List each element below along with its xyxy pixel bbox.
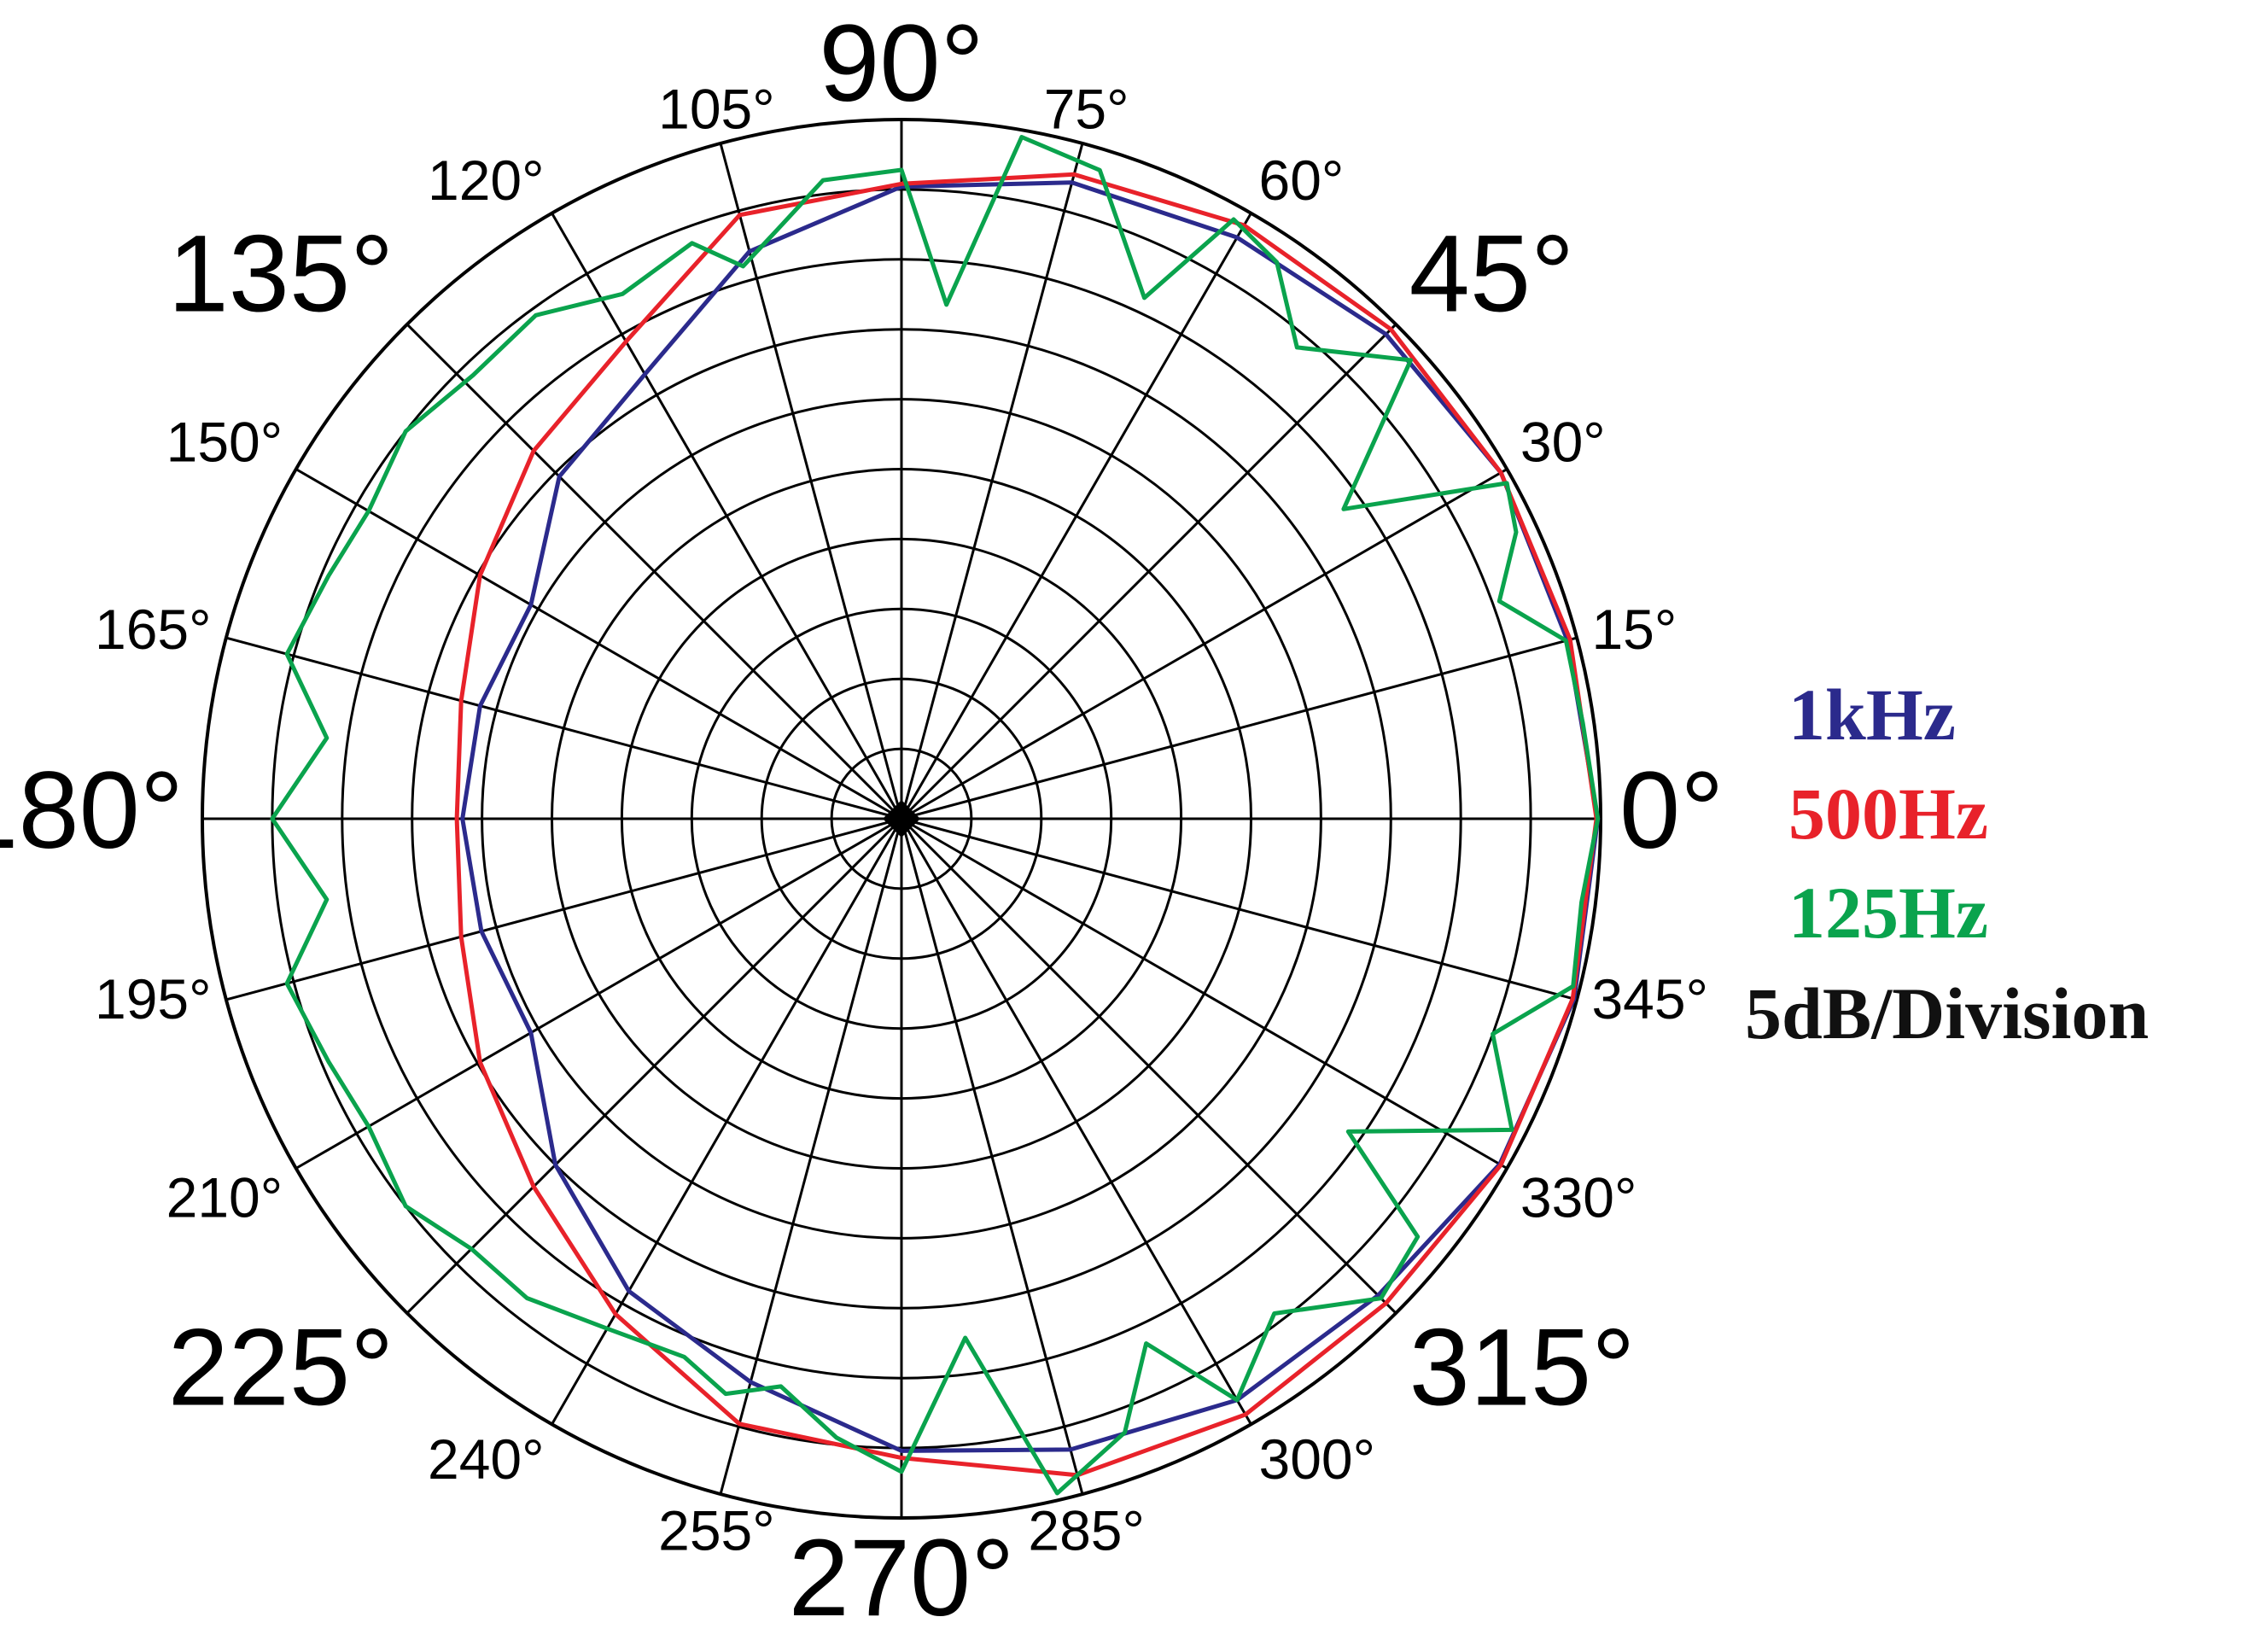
angle-label: 255° xyxy=(658,1498,775,1562)
angle-label: 330° xyxy=(1520,1166,1637,1229)
angle-label: 345° xyxy=(1591,967,1708,1030)
angle-label: 180° xyxy=(0,750,184,872)
angle-label: 120° xyxy=(428,149,545,212)
grid-spoke xyxy=(900,818,1252,1426)
series-line xyxy=(270,135,1601,1496)
angle-label: 315° xyxy=(1409,1307,1636,1429)
grid-spoke xyxy=(901,817,1508,1170)
angle-label: 285° xyxy=(1028,1498,1145,1562)
grid-spoke xyxy=(225,817,902,1001)
angle-label: 75° xyxy=(1044,78,1129,141)
angle-label: 195° xyxy=(95,967,212,1030)
grid-spoke xyxy=(551,818,903,1426)
grid-spoke xyxy=(900,818,1084,1495)
legend-entry: 500Hz xyxy=(1788,773,1988,855)
grid-spoke xyxy=(900,143,1084,820)
angle-label: 300° xyxy=(1259,1427,1376,1491)
angle-label: 90° xyxy=(819,3,984,125)
grid-spoke xyxy=(719,143,903,820)
grid xyxy=(201,118,1602,1520)
angle-label: 15° xyxy=(1591,598,1677,661)
grid-spoke xyxy=(295,468,902,820)
angle-label: 105° xyxy=(658,78,775,141)
grid-spoke xyxy=(901,468,1508,820)
angle-label: 135° xyxy=(168,213,394,335)
angle-label: 45° xyxy=(1409,213,1575,335)
grid-spoke xyxy=(900,323,1397,820)
angle-label: 30° xyxy=(1520,411,1606,474)
grid-spoke xyxy=(405,817,903,1315)
legend: 1kHz 500Hz 125Hz xyxy=(1788,674,1988,954)
series-line xyxy=(460,180,1601,1453)
center-marker xyxy=(883,800,920,838)
grid-spoke xyxy=(900,212,1252,820)
grid-spoke xyxy=(405,323,903,820)
grid-spoke xyxy=(900,817,1397,1315)
legend-entry: 125Hz xyxy=(1788,872,1988,954)
angle-labels: 0° 15° 30° 45° 60° 75° 90° 105° 120° 135° 150° 165°… xyxy=(0,3,1724,1639)
grid-spoke xyxy=(295,817,902,1170)
angle-label: 210° xyxy=(166,1166,283,1229)
angle-label: 225° xyxy=(168,1307,394,1429)
angle-label: 0° xyxy=(1619,750,1724,872)
angle-label: 240° xyxy=(428,1427,545,1491)
series-line xyxy=(454,172,1599,1478)
legend-entry: 1kHz xyxy=(1788,674,1956,756)
angle-label: 60° xyxy=(1259,149,1345,212)
grid-spoke xyxy=(901,817,1578,1001)
angle-label: 150° xyxy=(166,411,283,474)
grid-spoke xyxy=(225,636,902,820)
angle-label: 270° xyxy=(789,1517,1015,1639)
radial-label: 5dB/Division xyxy=(1745,972,2149,1054)
grid-spoke xyxy=(551,212,903,820)
grid-spoke xyxy=(901,636,1578,820)
angle-label: 165° xyxy=(95,598,212,661)
series-lines xyxy=(270,135,1601,1496)
